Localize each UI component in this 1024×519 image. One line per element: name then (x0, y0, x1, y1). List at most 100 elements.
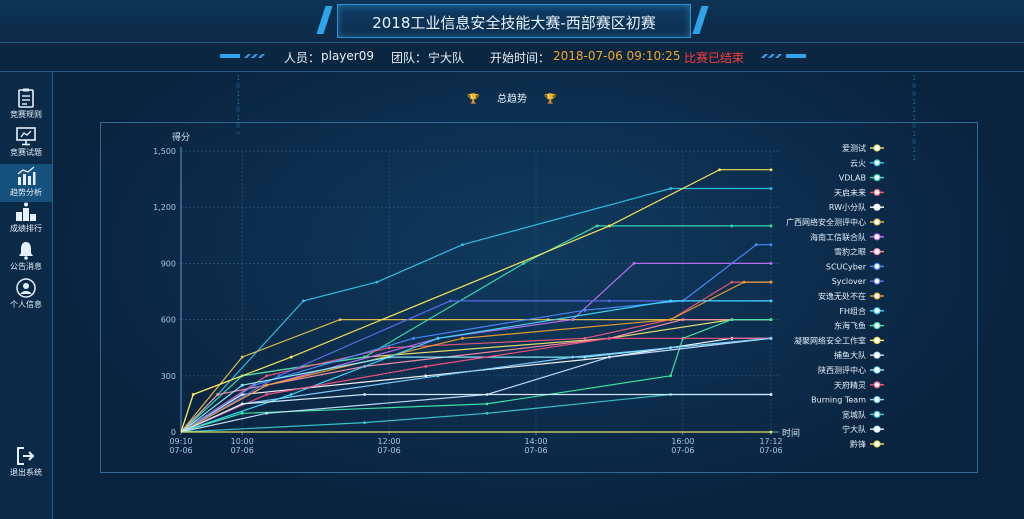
x-tick-label: 10:00 (231, 437, 254, 446)
legend-item-marker (873, 174, 881, 182)
data-point (302, 299, 305, 303)
y-tick-label: 600 (161, 316, 176, 325)
data-point (718, 168, 721, 172)
main-panel (53, 72, 1024, 519)
stripe-decoration-left (220, 54, 265, 58)
legend-item-marker (873, 336, 881, 344)
logout-icon (17, 447, 35, 465)
x-tick-date-label: 07-06 (524, 446, 547, 455)
data-point (265, 393, 269, 396)
legend-item-marker (873, 262, 881, 270)
series-line (180, 319, 771, 433)
legend-item-label: 凝聚网络安全工作室 (794, 335, 866, 345)
data-point (769, 430, 773, 434)
data-point (522, 262, 526, 265)
y-axis-label: 得分 (172, 131, 190, 143)
data-point (240, 402, 244, 406)
info-bar: 人员： player09 团队： 宁大队 开始时间： 2018-07-06 09… (0, 43, 1024, 72)
data-point (769, 393, 773, 396)
series-line (180, 281, 771, 433)
data-point (191, 393, 195, 396)
data-point (608, 224, 611, 228)
data-point (240, 411, 244, 415)
sidebar-item-label: 竞赛试题 (10, 148, 42, 157)
user-icon (16, 278, 36, 298)
data-point (769, 224, 773, 228)
data-point (265, 383, 269, 387)
legend-item-marker (873, 307, 881, 315)
data-point (730, 224, 734, 228)
legend-item-label: 黔锋 (850, 439, 866, 449)
logout-label: 退出系统 (10, 468, 42, 477)
legend-item-marker (873, 233, 881, 241)
bar-chart-icon (17, 166, 36, 185)
sidebar-item-rules[interactable]: 竞赛规则 (0, 88, 52, 126)
data-point (253, 383, 256, 387)
y-tick-label: 1,200 (153, 203, 176, 212)
x-tick-label: 16:00 (671, 437, 694, 446)
data-point (669, 318, 673, 321)
data-point (769, 299, 773, 303)
legend-item-marker (873, 396, 881, 404)
legend-item-marker (873, 218, 881, 226)
legend-item-marker (873, 366, 881, 374)
y-tick-label: 300 (161, 372, 176, 381)
data-point (608, 355, 611, 359)
data-point (448, 299, 452, 303)
data-point (730, 280, 734, 284)
team-value: 宁大队 (428, 51, 465, 65)
sidebar-item-questions[interactable]: 竞赛试题 (0, 126, 52, 164)
sidebar-item-ranking[interactable]: 成绩排行 (0, 202, 52, 240)
data-point (338, 318, 342, 321)
data-point (608, 336, 611, 340)
legend-item-label: 雪豹之眼 (834, 247, 866, 257)
data-point (742, 280, 746, 284)
legend-item-marker (873, 322, 881, 330)
legend-item-marker (873, 248, 881, 256)
data-point (265, 411, 269, 415)
data-point (277, 374, 281, 378)
monitor-icon (16, 127, 36, 146)
data-point (769, 243, 773, 247)
data-point (485, 411, 489, 415)
y-tick-label: 900 (161, 259, 176, 268)
trophy-icon: 🏆 (467, 94, 480, 105)
legend-item-marker (873, 292, 881, 300)
chart-grid (180, 150, 779, 433)
data-point (769, 336, 773, 340)
binary-decoration: 10011101011 (912, 74, 917, 162)
series-line (180, 262, 771, 433)
data-point (387, 355, 391, 359)
data-point (436, 336, 440, 340)
chart-frame (100, 122, 978, 473)
data-point (583, 308, 587, 312)
page-title: 2018工业信息安全技能大赛-西部赛区初赛 (372, 14, 656, 32)
data-point (669, 299, 673, 303)
legend-item-marker (873, 277, 881, 285)
person-value: player09 (321, 49, 374, 63)
legend-item-marker (873, 440, 881, 448)
data-point (216, 393, 220, 396)
legend-item-label: 爱测试 (842, 143, 866, 153)
legend-item-label: Syclover (832, 277, 867, 286)
x-tick-date-label: 07-06 (377, 446, 400, 455)
data-point (461, 243, 464, 247)
sidebar-item-notices[interactable]: 公告消息 (0, 240, 52, 278)
legend-item-label: 云火 (850, 159, 866, 168)
data-point (424, 374, 428, 378)
x-tick-label: 09:10 (169, 437, 192, 446)
data-point (436, 374, 440, 378)
data-point (608, 299, 611, 303)
data-point (363, 421, 367, 425)
top-bar: 2018工业信息安全技能大赛-西部赛区初赛 (0, 0, 1024, 43)
data-point (289, 393, 293, 396)
sidebar-item-trend[interactable]: 趋势分析 (0, 164, 52, 202)
legend-item-label: 海南工信联合队 (810, 232, 866, 242)
sidebar-item-label: 成绩排行 (10, 224, 42, 233)
x-tick-date-label: 07-06 (671, 446, 694, 455)
sidebar-item-profile[interactable]: 个人信息 (0, 278, 52, 316)
logout-button[interactable]: 退出系统 (0, 446, 52, 484)
legend-item-marker (873, 188, 881, 196)
data-point (289, 355, 293, 359)
